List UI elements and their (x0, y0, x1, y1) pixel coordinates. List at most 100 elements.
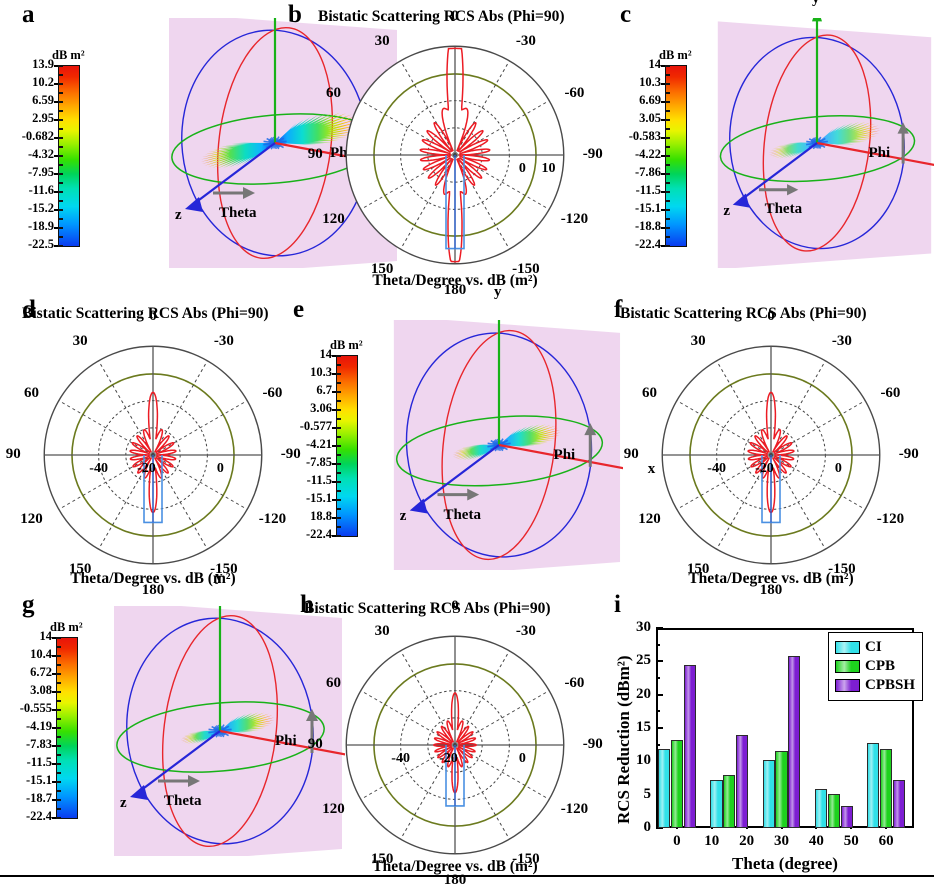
axis-label-z: z (399, 508, 407, 525)
colorbar-tick-e-10: -22.4 (305, 527, 332, 541)
polar-angle-label-d--150: -150 (210, 561, 238, 578)
colorbar-tick-a-8: -15.2 (27, 201, 54, 215)
colorbar-minor-tick (58, 173, 63, 175)
polar-radial-label-b-0: 0 (518, 161, 526, 176)
polar-angle-label-b--150: -150 (512, 261, 540, 278)
colorbar-minor-tick (665, 155, 670, 157)
polar-angle-label-b-60: 60 (326, 85, 342, 102)
colorbar-minor-tick (665, 236, 670, 238)
polar-angle-label-d--120: -120 (258, 510, 287, 527)
bar-cpb-theta2 (775, 751, 788, 828)
polar-angle-label-f-30: 30 (690, 332, 706, 349)
x-tick-label-4: 40 (808, 833, 824, 849)
polar-angle-label-h-90: 90 (307, 736, 323, 752)
colorbar-tick-g-0: 14 (39, 629, 53, 643)
polar-angle-label-d-150: 150 (68, 561, 92, 578)
polar-angle-label-b--90: -90 (582, 146, 603, 162)
polar-radial-label-h-2: 0 (518, 751, 526, 766)
panel-b-xcaption: Theta/Degree vs. dB (m²) (372, 272, 538, 289)
colorbar-minor-tick (56, 799, 61, 801)
colorbar-minor-tick (56, 745, 61, 747)
colorbar-tick-g-5: -4.19 (25, 719, 52, 733)
colorbar-minor-tick (665, 182, 670, 184)
legend-swatch-cpb (835, 660, 860, 673)
colorbar-minor-tick (336, 445, 341, 447)
polar-radial-label-f-2: 0 (834, 461, 842, 476)
colorbar-minor-tick (56, 781, 61, 783)
polar-angle-label-b-180: 180 (443, 281, 467, 298)
panel-label-i: i (614, 591, 621, 618)
colorbar-minor-tick (336, 391, 341, 393)
colorbar-minor-tick (56, 673, 61, 675)
axis-label-theta: Theta (219, 205, 257, 221)
y-minor-tick (656, 677, 660, 679)
panel-label-f: f (614, 296, 623, 323)
colorbar-minor-tick (336, 409, 341, 411)
colorbar-tick-c-3: 3.05 (639, 111, 661, 125)
polar-angle-label-d--60: -60 (262, 385, 283, 402)
bar-ci-theta2 (762, 760, 775, 828)
colorbar-tick-c-9: -18.8 (634, 219, 661, 233)
colorbar-minor-tick (58, 209, 63, 211)
colorbar-minor-tick (665, 146, 670, 148)
colorbar-tick-a-3: 2.95 (32, 111, 54, 125)
polar-angle-label-d-60: 60 (24, 385, 40, 402)
panel-d-polar-plot: 0 -30 -60 -90 -120 -150 180 150 120 90 60 30 -40 -20 0 (6, 308, 301, 598)
colorbar-minor-tick (58, 83, 63, 85)
axis-label-theta: Theta (164, 793, 202, 809)
panel-label-c: c (620, 1, 632, 28)
panel-d-title: Bistatic Scattering RCS Abs (Phi=90) (22, 305, 269, 322)
colorbar-minor-tick (336, 436, 341, 438)
polar-angle-label-f-120: 120 (638, 510, 661, 527)
legend-swatch-ci (835, 641, 860, 654)
x-tick-label-2: 20 (739, 833, 755, 849)
colorbar-minor-tick (56, 763, 61, 765)
panel-h-xcaption: Theta/Degree vs. dB (m²) (372, 858, 538, 875)
panel-e-3d-plot: y x z Theta Phi (375, 284, 655, 570)
polar-angle-label-h-150: 150 (370, 851, 394, 868)
colorbar-minor-tick (665, 119, 670, 121)
colorbar-minor-tick (56, 754, 61, 756)
bar-ci-theta0 (658, 749, 671, 828)
colorbar-minor-tick (665, 101, 670, 103)
y-tick-mark (656, 827, 663, 829)
colorbar-minor-tick (665, 128, 670, 130)
colorbar-tick-g-3: 3.08 (30, 683, 52, 697)
colorbar-unit-label: dB m² (50, 620, 83, 634)
polar-angle-label-f-0: 0 (767, 308, 775, 325)
panel-label-d: d (22, 296, 36, 323)
polar-radial-label-f-0: -40 (707, 461, 726, 476)
colorbar-minor-tick (56, 736, 61, 738)
colorbar-minor-tick (336, 364, 341, 366)
polar-angle-label-h-60: 60 (326, 675, 342, 692)
axis-label-y: y (812, 0, 820, 8)
colorbar-tick-a-1: 10.2 (32, 75, 54, 89)
y-minor-tick (656, 710, 660, 713)
polar-angle-label-f-180: 180 (759, 581, 783, 598)
polar-radial-label-h-0: -40 (391, 751, 410, 766)
y-minor-tick (656, 777, 660, 779)
figure-bottom-rule (0, 875, 934, 877)
colorbar-unit-label: dB m² (659, 48, 692, 62)
legend-swatch-cpbsh (835, 679, 860, 692)
bar-cpb-theta0 (670, 740, 683, 828)
colorbar-minor-tick (58, 119, 63, 121)
polar-radial-label-d-2: 0 (216, 461, 224, 476)
bar-chart-legend: CI CPB CPBSH (828, 632, 924, 701)
x-tick-label-3: 30 (774, 833, 789, 849)
x-tick-label-5: 50 (843, 833, 859, 849)
colorbar-tick-a-6: -7.95 (27, 165, 54, 179)
axis-label-theta: Theta (764, 201, 803, 218)
colorbar-minor-tick (56, 655, 61, 657)
colorbar-tick-c-0: 14 (648, 57, 662, 71)
colorbar-minor-tick (665, 83, 670, 85)
colorbar-tick-a-4: -0.682 (21, 129, 54, 143)
y-minor-tick (656, 743, 660, 746)
polar-angle-label-b-30: 30 (374, 32, 390, 49)
colorbar-tick-a-7: -11.6 (28, 183, 54, 197)
colorbar-tick-c-7: -11.5 (635, 183, 661, 197)
colorbar-minor-tick (665, 92, 670, 94)
axis-label-phi: Phi (553, 446, 576, 463)
y-minor-tick (656, 643, 660, 646)
